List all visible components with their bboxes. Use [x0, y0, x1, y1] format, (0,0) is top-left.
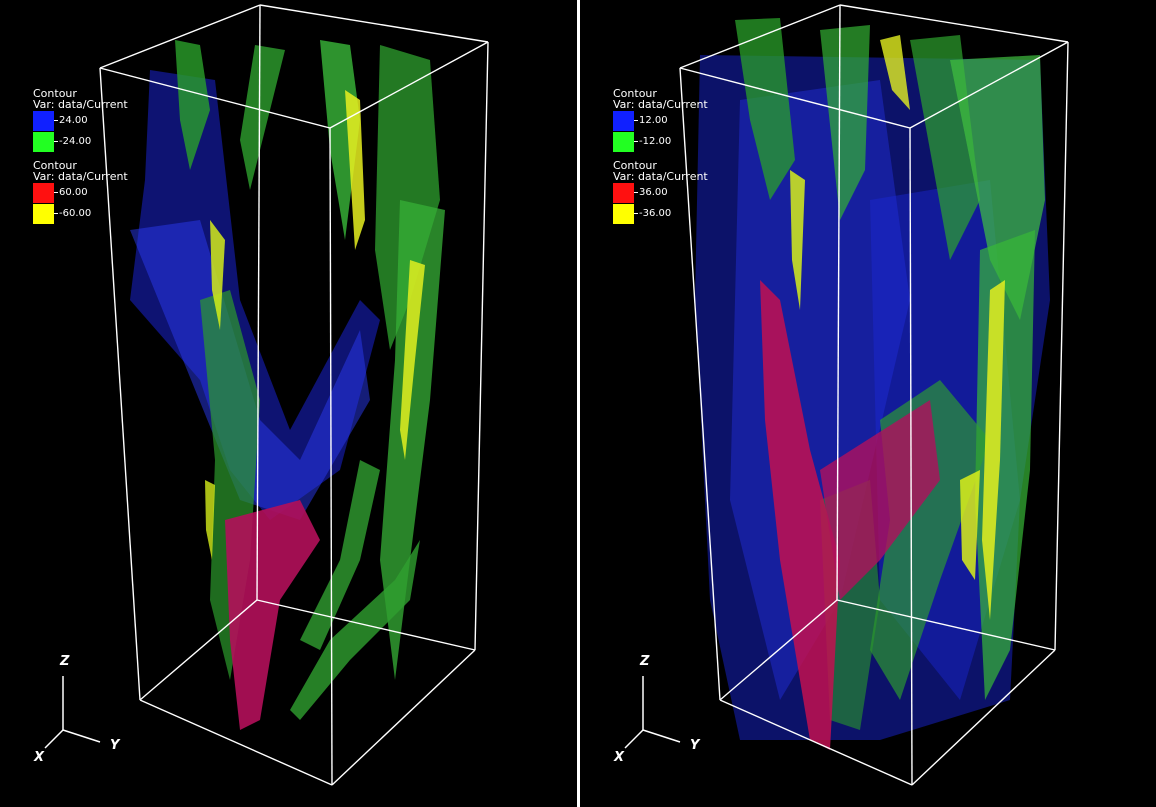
- legend-value: 12.00: [639, 115, 668, 126]
- legend-title: Contour: [33, 87, 77, 100]
- legend-group-blue-green: Contour Var: data/Current 12.00 -12.00: [613, 88, 708, 152]
- red-swatch: [33, 182, 54, 203]
- legend-value: -12.00: [639, 136, 672, 147]
- legend-group-red-yellow: Contour Var: data/Current 36.00 -36.00: [613, 160, 708, 224]
- legend-var: Var: data/Current: [613, 98, 708, 111]
- legend-entry: -24.00: [33, 131, 128, 152]
- legend-var: Var: data/Current: [33, 98, 128, 111]
- legend-value: -60.00: [59, 208, 92, 219]
- axis-label-x: X: [34, 750, 45, 765]
- render-viewport-left[interactable]: Contour Var: data/Current 24.00 -24.00 C…: [0, 0, 577, 807]
- legend-left: Contour Var: data/Current 24.00 -24.00 C…: [33, 88, 128, 232]
- axis-label-z: Z: [640, 654, 650, 669]
- axis-label-x: X: [614, 750, 625, 765]
- legend-value: -36.00: [639, 208, 672, 219]
- axis-triad: [44, 676, 101, 749]
- legend-title: Contour: [33, 159, 77, 172]
- legend-group-red-yellow: Contour Var: data/Current 60.00 -60.00: [33, 160, 128, 224]
- render-viewport-right[interactable]: Contour Var: data/Current 12.00 -12.00 C…: [580, 0, 1156, 807]
- legend-entry: -36.00: [613, 203, 708, 224]
- contour-render-right: [624, 4, 1069, 786]
- legend-entry: -12.00: [613, 131, 708, 152]
- legend-title: Contour: [613, 87, 657, 100]
- axis-label-y: Y: [110, 738, 120, 753]
- yellow-swatch: [33, 203, 54, 224]
- axis-label-y: Y: [690, 738, 700, 753]
- legend-entry: 36.00: [613, 182, 708, 203]
- legend-title: Contour: [613, 159, 657, 172]
- legend-right: Contour Var: data/Current 12.00 -12.00 C…: [613, 88, 708, 232]
- axis-triad: [624, 676, 681, 749]
- legend-value: 36.00: [639, 187, 668, 198]
- blue-swatch: [33, 110, 54, 131]
- legend-var: Var: data/Current: [33, 170, 128, 183]
- legend-entry: 24.00: [33, 110, 128, 131]
- legend-group-blue-green: Contour Var: data/Current 24.00 -24.00: [33, 88, 128, 152]
- legend-entry: 60.00: [33, 182, 128, 203]
- contour-render-left: [44, 4, 489, 786]
- legend-var: Var: data/Current: [613, 170, 708, 183]
- legend-value: -24.00: [59, 136, 92, 147]
- axis-label-z: Z: [60, 654, 70, 669]
- legend-value: 24.00: [59, 115, 88, 126]
- blue-swatch: [613, 110, 634, 131]
- yellow-swatch: [613, 203, 634, 224]
- legend-value: 60.00: [59, 187, 88, 198]
- green-swatch: [613, 131, 634, 152]
- red-swatch: [613, 182, 634, 203]
- legend-entry: -60.00: [33, 203, 128, 224]
- green-swatch: [33, 131, 54, 152]
- viewport-divider[interactable]: [577, 0, 580, 807]
- legend-entry: 12.00: [613, 110, 708, 131]
